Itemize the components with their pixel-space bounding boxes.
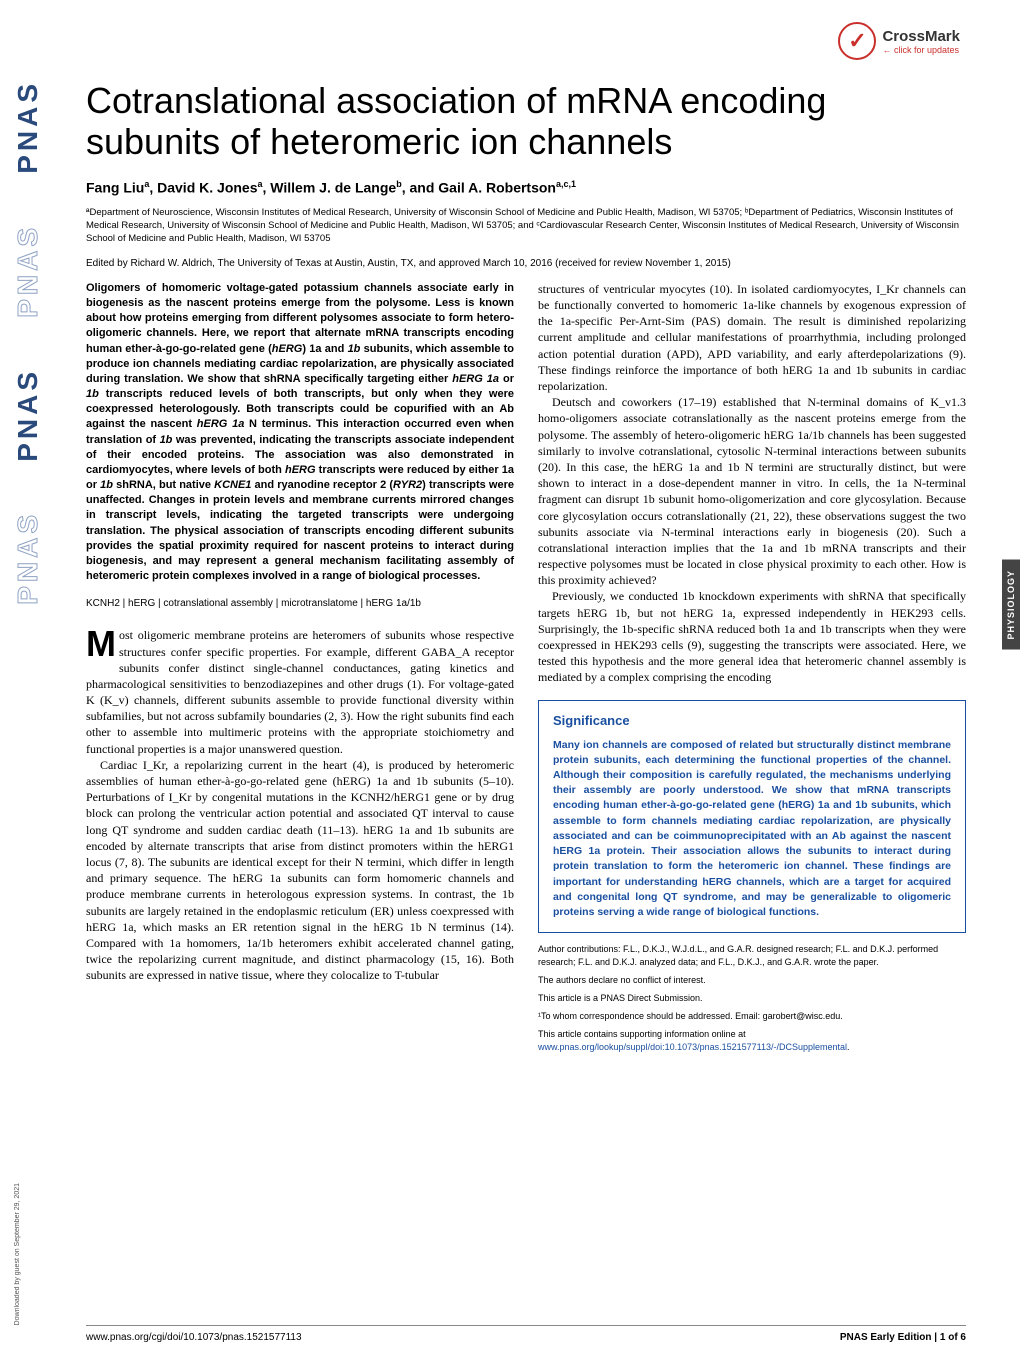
fn-supp-pre: This article contains supporting informa… bbox=[538, 1029, 746, 1039]
left-column: Oligomers of homomeric voltage-gated pot… bbox=[86, 281, 514, 1060]
footnotes: Author contributions: F.L., D.K.J., W.J.… bbox=[538, 943, 966, 1054]
body-p1: Most oligomeric membrane proteins are he… bbox=[86, 627, 514, 757]
affiliations: ªDepartment of Neuroscience, Wisconsin I… bbox=[86, 207, 966, 245]
significance-title: Significance bbox=[553, 713, 951, 728]
body-p1-text: ost oligomeric membrane proteins are het… bbox=[86, 628, 514, 755]
section-tab: PHYSIOLOGY bbox=[1002, 560, 1020, 650]
footer-page: PNAS Early Edition | 1 of 6 bbox=[840, 1332, 966, 1343]
two-column-layout: Oligomers of homomeric voltage-gated pot… bbox=[86, 281, 966, 1060]
pnas-logo-2: PNAS bbox=[12, 368, 52, 462]
crossmark-title: CrossMark bbox=[882, 28, 960, 45]
edited-line: Edited by Richard W. Aldrich, The Univer… bbox=[86, 258, 966, 269]
pnas-logo-outline: PNAS bbox=[12, 224, 52, 318]
body-r3: Previously, we conducted 1b knockdown ex… bbox=[538, 588, 966, 685]
download-note: Downloaded by guest on September 29, 202… bbox=[14, 1183, 21, 1325]
article-title: Cotranslational association of mRNA enco… bbox=[86, 80, 966, 163]
authors: Fang Liua, David K. Jonesa, Willem J. de… bbox=[86, 179, 966, 196]
crossmark-sub: ← click for updates bbox=[882, 45, 960, 55]
abstract: Oligomers of homomeric voltage-gated pot… bbox=[86, 281, 514, 584]
pnas-logo-outline-2: PNAS bbox=[12, 511, 52, 605]
body-left: Most oligomeric membrane proteins are he… bbox=[86, 627, 514, 983]
footer-doi: www.pnas.org/cgi/doi/10.1073/pnas.152157… bbox=[86, 1332, 302, 1343]
body-p2: Cardiac I_Kr, a repolarizing current in … bbox=[86, 757, 514, 984]
article-content: Cotranslational association of mRNA enco… bbox=[86, 80, 966, 1060]
body-r1: structures of ventricular myocytes (10).… bbox=[538, 281, 966, 394]
fn-corr: ¹To whom correspondence should be addres… bbox=[538, 1010, 966, 1023]
body-r2: Deutsch and coworkers (17–19) establishe… bbox=[538, 394, 966, 588]
dropcap: M bbox=[86, 627, 119, 660]
crossmark-text: CrossMark ← click for updates bbox=[882, 28, 960, 55]
keywords: KCNH2 | hERG | cotranslational assembly … bbox=[86, 598, 514, 609]
pnas-logo: PNAS bbox=[12, 80, 52, 174]
crossmark-icon: ✓ bbox=[838, 22, 876, 60]
page-footer: www.pnas.org/cgi/doi/10.1073/pnas.152157… bbox=[86, 1325, 966, 1343]
body-right: structures of ventricular myocytes (10).… bbox=[538, 281, 966, 686]
crossmark-badge[interactable]: ✓ CrossMark ← click for updates bbox=[838, 22, 960, 60]
fn-direct: This article is a PNAS Direct Submission… bbox=[538, 992, 966, 1005]
fn-contrib: Author contributions: F.L., D.K.J., W.J.… bbox=[538, 943, 966, 969]
fn-conflict: The authors declare no conflict of inter… bbox=[538, 974, 966, 987]
right-column: structures of ventricular myocytes (10).… bbox=[538, 281, 966, 1060]
significance-text: Many ion channels are composed of relate… bbox=[553, 738, 951, 921]
fn-supp-link[interactable]: www.pnas.org/lookup/suppl/doi:10.1073/pn… bbox=[538, 1042, 847, 1052]
pnas-sidebar: PNAS PNAS PNAS PNAS bbox=[12, 80, 52, 1280]
fn-supp: This article contains supporting informa… bbox=[538, 1028, 966, 1054]
significance-box: Significance Many ion channels are compo… bbox=[538, 700, 966, 934]
